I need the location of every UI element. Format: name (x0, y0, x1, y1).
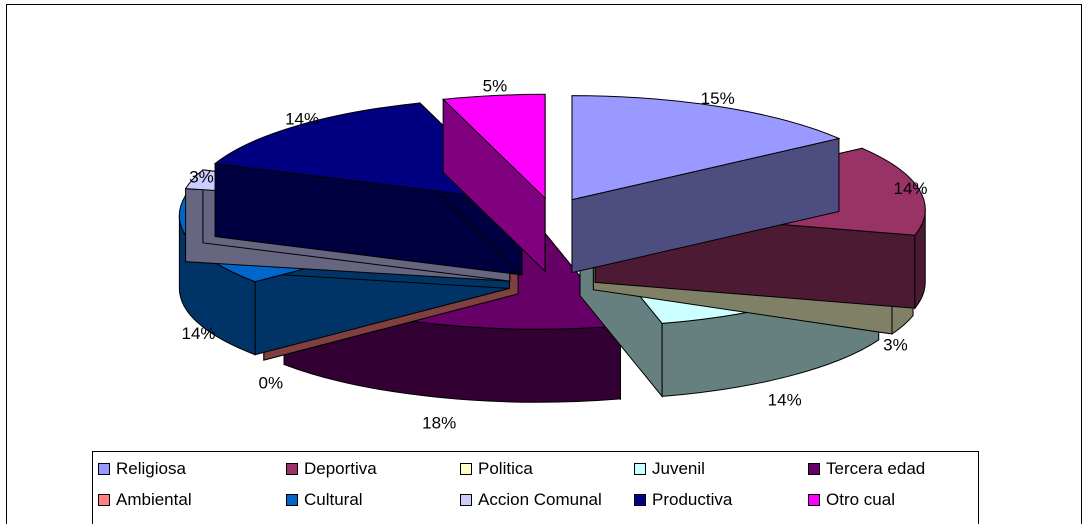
legend-swatch (808, 463, 820, 475)
legend-label: Accion Comunal (478, 490, 602, 509)
legend-label: Deportiva (304, 459, 377, 478)
legend-swatch (460, 494, 472, 506)
legend-grid: Religiosa Deportiva Politica Juvenil Tercera… (98, 458, 978, 511)
legend-swatch (808, 494, 820, 506)
data-label-deportiva: 14% (893, 179, 927, 198)
data-label-productiva: 14% (285, 110, 319, 129)
data-label-religiosa: 15% (701, 89, 735, 108)
legend-label: Politica (478, 459, 533, 478)
legend-label: Juvenil (652, 459, 705, 478)
legend-item-otro-cual: Otro cual (808, 489, 978, 511)
legend-swatch (634, 463, 646, 475)
legend-item-politica: Politica (460, 458, 634, 480)
data-label-politica: 3% (883, 335, 908, 354)
data-label-cultural: 14% (181, 324, 215, 343)
legend-item-cultural: Cultural (286, 489, 460, 511)
data-label-juvenil: 14% (768, 391, 802, 410)
legend-swatch (460, 463, 472, 475)
slice-otro-cual (442, 93, 546, 273)
legend-item-tercera-edad: Tercera edad (808, 458, 978, 480)
legend-label: Productiva (652, 490, 733, 509)
data-label-tercera-edad: 18% (422, 414, 456, 433)
slice-otro-cual-top (442, 93, 546, 200)
slice-religiosa-top (571, 95, 841, 201)
legend-label: Ambiental (116, 490, 192, 509)
legend-swatch (634, 494, 646, 506)
legend-item-ambiental: Ambiental (98, 489, 286, 511)
data-label-accion-comunal: 3% (189, 167, 214, 186)
data-label-otro-cual: 5% (483, 77, 508, 96)
legend-item-productiva: Productiva (634, 489, 808, 511)
legend-item-accion-comunal: Accion Comunal (460, 489, 634, 511)
legend-label: Cultural (304, 490, 363, 509)
pie-sides (178, 93, 926, 403)
legend: Religiosa Deportiva Politica Juvenil Tercera… (92, 451, 979, 524)
legend-label: Otro cual (826, 490, 895, 509)
legend-label: Tercera edad (826, 459, 926, 478)
legend-swatch (98, 494, 110, 506)
data-label-ambiental: 0% (259, 374, 284, 393)
legend-item-religiosa: Religiosa (98, 458, 286, 480)
legend-label: Religiosa (116, 459, 186, 478)
legend-item-deportiva: Deportiva (286, 458, 460, 480)
pie-labels: 15% 14% 3% 14% 18% 0% 14% 3% 14% 5% (181, 77, 927, 433)
legend-item-juvenil: Juvenil (634, 458, 808, 480)
legend-swatch (286, 463, 298, 475)
slice-religiosa (571, 95, 841, 274)
legend-swatch (286, 494, 298, 506)
legend-swatch (98, 463, 110, 475)
